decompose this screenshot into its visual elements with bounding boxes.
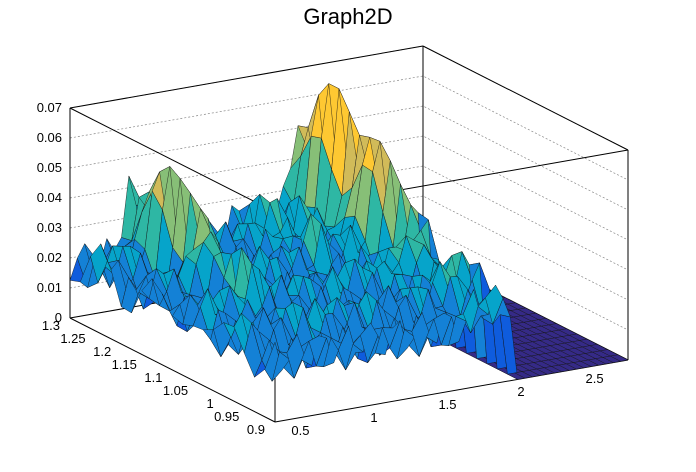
frame-edge — [69, 107, 276, 213]
x-tick-label: 1 — [370, 410, 377, 425]
frame-edge — [69, 45, 424, 109]
y-axis-tick-labels: 0.9 0.951 1.051.1 1.151.2 1.251.3 — [42, 318, 265, 437]
y-tick-label: 1.1 — [144, 370, 162, 385]
x-tick-label: 2 — [517, 384, 524, 399]
z-tick-label: 0.02 — [37, 250, 62, 265]
z-tick-label: 0.07 — [37, 100, 62, 115]
x-tick-label: 0.5 — [291, 423, 309, 438]
z-tick-label: 0.03 — [37, 220, 62, 235]
frame-edge — [422, 45, 629, 151]
y-tick-label: 1.3 — [42, 318, 60, 333]
x-axis-tick-labels: 0.5 1 1.5 2 2.5 — [291, 371, 603, 438]
chart-title: Graph2D — [303, 4, 392, 29]
y-tick-label: 1.05 — [163, 383, 188, 398]
z-tick-label: 0 — [55, 310, 62, 325]
x-tick-label: 2.5 — [586, 371, 604, 386]
y-tick-label: 1.15 — [112, 357, 137, 372]
surface-plot — [69, 82, 629, 382]
y-tick-label: 0.95 — [214, 409, 239, 424]
x-tick-label: 1.5 — [438, 397, 456, 412]
y-tick-label: 0.9 — [247, 422, 265, 437]
y-tick-label: 1 — [207, 396, 214, 411]
z-axis-tick-labels: 0 0.01 0.02 0.03 0.04 0.05 0.06 0.07 — [37, 100, 62, 325]
y-tick-label: 1.2 — [93, 344, 111, 359]
z-tick-label: 0.01 — [37, 280, 62, 295]
y-tick-label: 1.25 — [60, 331, 85, 346]
frame-edge — [69, 317, 276, 423]
surface-cell — [609, 354, 629, 362]
z-tick-label: 0.05 — [37, 160, 62, 175]
z-tick-label: 0.06 — [37, 130, 62, 145]
z-tick-label: 0.04 — [37, 190, 62, 205]
